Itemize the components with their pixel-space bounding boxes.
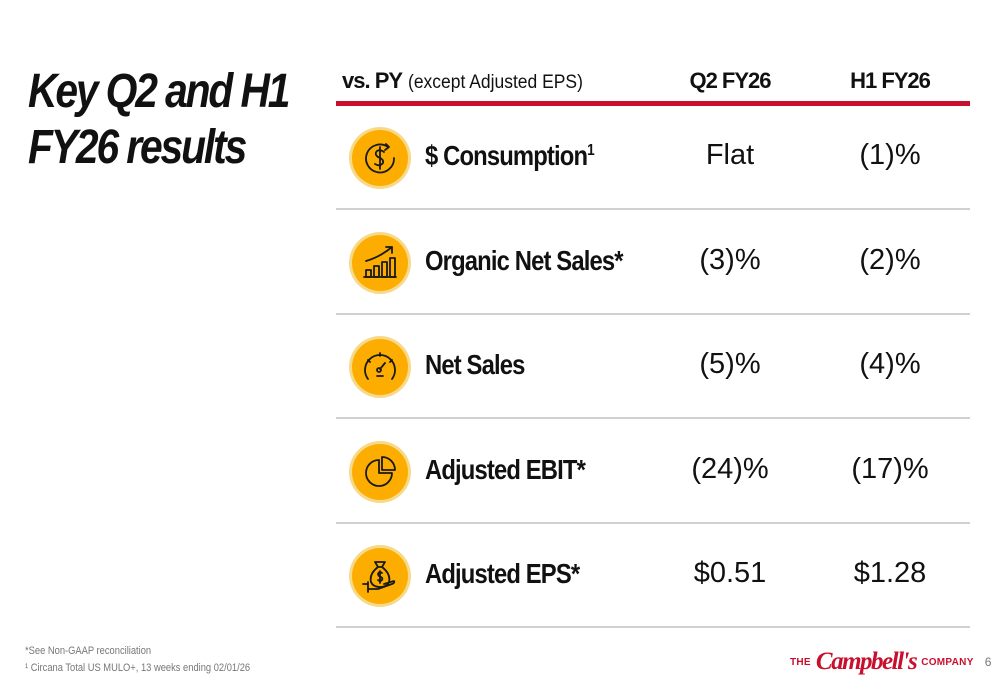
q2-value: $0.51: [693, 557, 767, 589]
dollar-cycle-icon: [349, 127, 411, 189]
row-divider: [336, 626, 970, 628]
h1-value: $1.28: [853, 557, 927, 589]
column-header-h1: H1 FY26: [850, 68, 931, 93]
column-header-q2: Q2 FY26: [689, 68, 771, 93]
table-row: Adjusted EBIT* (24)% (17)%: [336, 420, 970, 524]
speedometer-icon: [349, 336, 411, 398]
footnote-nongaap: *See Non-GAAP reconciliation: [25, 645, 152, 657]
q2-value: (5)%: [699, 348, 761, 380]
footnote-circana: ¹ Circana Total US MULO+, 13 weeks endin…: [25, 662, 251, 674]
row-divider: [336, 417, 970, 419]
page-number: 6: [984, 655, 992, 669]
metric-label: Organic Net Sales*: [425, 244, 624, 276]
q2-value: (3)%: [699, 243, 761, 276]
metric-label: Adjusted EBIT*: [425, 453, 586, 485]
h1-value: (2)%: [859, 243, 921, 276]
metric-label: Net Sales: [425, 349, 525, 380]
table-row: Adjusted EPS* $0.51 $1.28: [336, 524, 970, 628]
comparison-basis-header: vs. PY (except Adjusted EPS): [342, 68, 584, 93]
header-divider: [336, 101, 970, 106]
row-divider: [336, 312, 970, 315]
page-title: Key Q2 and H1 FY26 results: [28, 65, 290, 174]
pie-chart-icon: [349, 440, 411, 503]
q2-value: Flat: [705, 139, 755, 171]
growth-chart-icon: [349, 231, 411, 294]
money-bag-hand-icon: [349, 545, 411, 607]
metric-label: $ Consumption1: [425, 140, 595, 171]
h1-value: (1)%: [859, 139, 921, 171]
table-row: Organic Net Sales* (3)% (2)%: [336, 211, 970, 315]
h1-value: (4)%: [859, 348, 921, 380]
table-row: $ Consumption1 Flat (1)%: [336, 106, 970, 210]
q2-value: (24)%: [691, 452, 769, 485]
row-divider: [336, 521, 970, 524]
table-row: Net Sales (5)% (4)%: [336, 315, 970, 419]
campbells-logo: THE Campbell's COMPANY 6: [790, 648, 992, 675]
metric-label: Adjusted EPS*: [425, 558, 580, 589]
row-divider: [336, 208, 970, 210]
h1-value: (17)%: [851, 452, 929, 485]
